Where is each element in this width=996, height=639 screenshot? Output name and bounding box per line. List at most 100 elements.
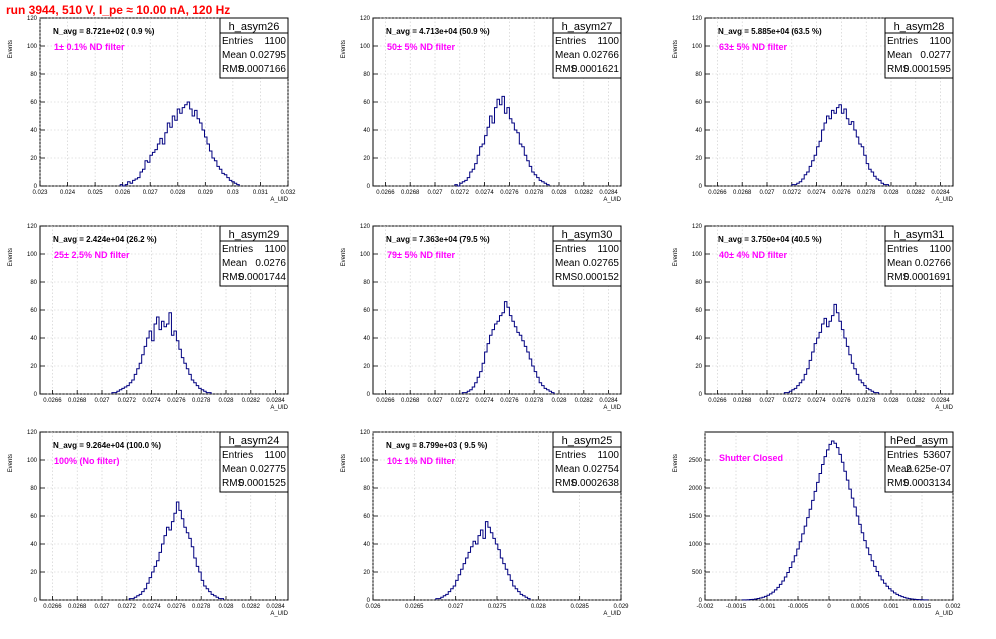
y-tick-label: 0 bbox=[367, 184, 371, 190]
histogram-line bbox=[128, 501, 225, 600]
y-tick-label: 60 bbox=[695, 100, 702, 106]
y-tick-label: 40 bbox=[30, 542, 37, 548]
stats-value: 1100 bbox=[597, 450, 619, 461]
stats-value: 1100 bbox=[264, 244, 286, 255]
filter-label: Shutter Closed bbox=[719, 453, 783, 463]
x-tick-label: 0.0274 bbox=[807, 398, 826, 404]
x-tick-label: 0.027 bbox=[94, 604, 110, 610]
stats-value: 1100 bbox=[929, 244, 951, 255]
stats-frame bbox=[884, 431, 954, 493]
histogram-hPed_asym: -0.002 -0.0015 -0.001 -0.0005 0 0.0005 0.001 0.… bbox=[673, 431, 961, 617]
x-tick-label: 0.027 bbox=[448, 604, 464, 610]
y-tick-label: 60 bbox=[363, 514, 370, 520]
filter-label: 25± 2.5% ND filter bbox=[54, 250, 130, 260]
histogram-h_asym25: 0.026 0.0265 0.027 0.0275 0.028 0.0285 0.029 0 2… bbox=[341, 430, 629, 617]
x-tick-label: 0.027 bbox=[94, 398, 110, 404]
x-tick-label: 0.032 bbox=[280, 190, 296, 196]
histogram-h_asym24: 0.0266 0.0268 0.027 0.0272 0.0274 0.0276 0.027… bbox=[8, 430, 289, 617]
stats-value: 0.0001621 bbox=[572, 64, 620, 75]
y-tick-label: 100 bbox=[692, 44, 703, 50]
stats-title: h_asym26 bbox=[229, 21, 280, 33]
y-tick-label: 20 bbox=[363, 364, 370, 370]
stats-key: RMS bbox=[222, 64, 245, 75]
filter-label: 79± 5% ND filter bbox=[387, 250, 455, 260]
x-tick-label: 0.027 bbox=[143, 190, 159, 196]
x-axis-label: A_UID bbox=[935, 197, 953, 203]
y-tick-label: 500 bbox=[692, 570, 703, 576]
x-axis-label: A_UID bbox=[270, 611, 288, 617]
x-tick-label: 0.0274 bbox=[142, 604, 161, 610]
histogram-panel-h_asym28: 0.0266 0.0268 0.027 0.0272 0.0274 0.0276 0.027… bbox=[665, 16, 995, 225]
stats-value: 1100 bbox=[597, 244, 619, 255]
x-axis-label: A_UID bbox=[603, 611, 621, 617]
histogram-panel-h_asym31: 0.0266 0.0268 0.027 0.0272 0.0274 0.0276 0.027… bbox=[665, 224, 995, 433]
x-tick-label: 0.027 bbox=[427, 398, 443, 404]
stats-value: 0.0001691 bbox=[904, 272, 952, 283]
x-tick-label: 0.0268 bbox=[401, 190, 420, 196]
stats-title: hPed_asym bbox=[890, 435, 948, 447]
y-tick-label: 1000 bbox=[689, 542, 703, 548]
y-tick-label: 60 bbox=[30, 100, 37, 106]
x-tick-label: 0.0266 bbox=[376, 190, 395, 196]
filter-label: 10± 1% ND filter bbox=[387, 456, 455, 466]
stats-title: h_asym30 bbox=[562, 229, 613, 241]
histogram-h_asym28: 0.0266 0.0268 0.027 0.0272 0.0274 0.0276 0.027… bbox=[673, 16, 954, 203]
stats-key: Mean bbox=[887, 258, 912, 269]
x-tick-label: 0.027 bbox=[759, 398, 775, 404]
x-tick-label: 0.026 bbox=[365, 604, 381, 610]
x-tick-label: 0.0278 bbox=[192, 604, 211, 610]
stats-value: 0.02795 bbox=[250, 50, 287, 61]
x-tick-label: 0.0282 bbox=[242, 398, 261, 404]
x-tick-label: 0.0284 bbox=[266, 398, 285, 404]
stats-key: Entries bbox=[222, 450, 253, 461]
x-tick-label: 0.0274 bbox=[475, 190, 494, 196]
stats-title: h_asym24 bbox=[229, 435, 280, 447]
stats-key: Entries bbox=[222, 244, 253, 255]
y-tick-label: 1500 bbox=[689, 514, 703, 520]
histogram-panel-h_asym29: 0.0266 0.0268 0.027 0.0272 0.0274 0.0276 0.027… bbox=[0, 224, 330, 433]
stats-value: 0.0276 bbox=[255, 258, 286, 269]
stats-title: h_asym28 bbox=[894, 21, 945, 33]
histogram-h_asym31: 0.0266 0.0268 0.027 0.0272 0.0274 0.0276 0.027… bbox=[673, 224, 954, 411]
x-tick-label: 0.025 bbox=[88, 190, 104, 196]
x-tick-label: 0.023 bbox=[32, 190, 48, 196]
y-tick-label: 120 bbox=[692, 224, 703, 230]
histogram-h_asym26: 0.023 0.024 0.025 0.026 0.027 0.028 0.029 0.03 0… bbox=[8, 16, 296, 203]
stats-box: h_asym29 Entries 1100 Mean 0.0276 RMS0.000174… bbox=[219, 225, 289, 287]
y-tick-label: 0 bbox=[34, 598, 38, 604]
x-tick-label: 0.029 bbox=[198, 190, 214, 196]
y-tick-label: 100 bbox=[27, 44, 38, 50]
stats-key: RMS bbox=[887, 478, 910, 489]
stats-value: 0.02765 bbox=[583, 258, 620, 269]
x-tick-label: 0.029 bbox=[613, 604, 629, 610]
x-tick-label: 0.0284 bbox=[266, 604, 285, 610]
y-tick-label: 80 bbox=[695, 72, 702, 78]
x-axis-label: A_UID bbox=[603, 197, 621, 203]
histogram-panel-h_asym25: 0.026 0.0265 0.027 0.0275 0.028 0.0285 0.029 0 2… bbox=[333, 430, 663, 639]
y-axis-label: Events bbox=[8, 454, 14, 472]
x-tick-label: 0.0282 bbox=[907, 190, 926, 196]
x-tick-label: 0.0284 bbox=[931, 190, 950, 196]
x-tick-label: 0.0276 bbox=[832, 190, 851, 196]
x-tick-label: -0.0005 bbox=[788, 604, 809, 610]
histogram-panel-h_asym24: 0.0266 0.0268 0.027 0.0272 0.0274 0.0276 0.027… bbox=[0, 430, 330, 639]
x-tick-label: 0.0284 bbox=[599, 190, 618, 196]
x-axis-label: A_UID bbox=[935, 611, 953, 617]
histogram-h_asym27: 0.0266 0.0268 0.027 0.0272 0.0274 0.0276 0.027… bbox=[341, 16, 622, 203]
x-tick-label: 0.0268 bbox=[401, 398, 420, 404]
x-tick-label: 0.03 bbox=[227, 190, 239, 196]
y-tick-label: 40 bbox=[695, 128, 702, 134]
stats-key: Mean bbox=[555, 50, 580, 61]
x-tick-label: 0.0272 bbox=[783, 398, 802, 404]
stats-key: RMS bbox=[222, 272, 245, 283]
stats-value: 0.0003134 bbox=[904, 478, 952, 489]
stats-title: h_asym27 bbox=[562, 21, 613, 33]
stats-key: Entries bbox=[887, 244, 918, 255]
stats-key: Mean bbox=[222, 258, 247, 269]
navg-label: N_avg = 7.363e+04 (79.5 %) bbox=[386, 235, 490, 244]
x-tick-label: 0.0275 bbox=[488, 604, 507, 610]
filter-label: 1± 0.1% ND filter bbox=[54, 42, 125, 52]
histogram-panel-h_asym27: 0.0266 0.0268 0.027 0.0272 0.0274 0.0276 0.027… bbox=[333, 16, 663, 225]
stats-key: Mean bbox=[222, 464, 247, 475]
y-axis-label: Events bbox=[673, 454, 679, 472]
